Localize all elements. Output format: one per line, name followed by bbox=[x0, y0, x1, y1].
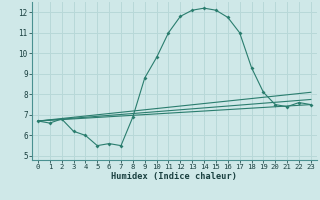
X-axis label: Humidex (Indice chaleur): Humidex (Indice chaleur) bbox=[111, 172, 237, 181]
